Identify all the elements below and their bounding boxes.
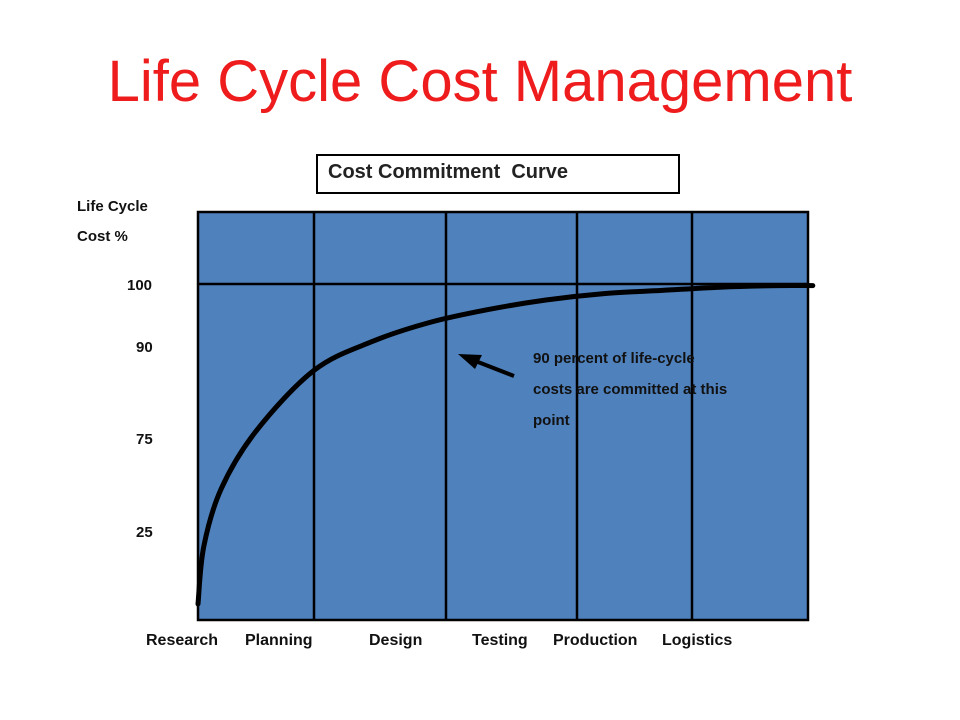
y-tick-labels: 100 90 75 25 <box>127 277 153 541</box>
y-axis-label: Life Cycle Cost % <box>77 192 148 252</box>
annotation-line-3: point <box>533 412 570 429</box>
category-label-production: Production <box>553 632 637 649</box>
y-tick-label-75: 75 <box>136 431 153 448</box>
y-tick-label-100: 100 <box>127 277 152 294</box>
cost-commitment-curve <box>195 282 816 607</box>
category-label-design: Design <box>369 632 422 649</box>
category-label-logistics: Logistics <box>662 632 732 649</box>
page-title: Life Cycle Cost Management <box>107 49 853 114</box>
y-axis-label-line-1: Life Cycle <box>77 198 148 215</box>
plot-area <box>196 210 810 622</box>
category-label-research: Research <box>146 632 218 649</box>
annotation: 90 percent of life-cycle costs are commi… <box>458 350 727 429</box>
chart-subtitle-box: Cost Commitment Curve <box>316 154 680 194</box>
y-axis-label-line-2: Cost % <box>77 228 128 245</box>
annotation-arrow <box>477 360 515 378</box>
y-tick-label-90: 90 <box>136 339 153 356</box>
category-labels: Research Planning Design Testing Product… <box>146 632 732 649</box>
annotation-line-2: costs are committed at this <box>533 381 727 398</box>
annotation-arrowhead <box>458 354 482 369</box>
y-tick-label-25: 25 <box>136 524 153 541</box>
category-dividers <box>312 212 694 620</box>
annotation-line-1: 90 percent of life-cycle <box>533 350 695 367</box>
category-label-planning: Planning <box>245 632 313 649</box>
category-label-testing: Testing <box>472 632 528 649</box>
